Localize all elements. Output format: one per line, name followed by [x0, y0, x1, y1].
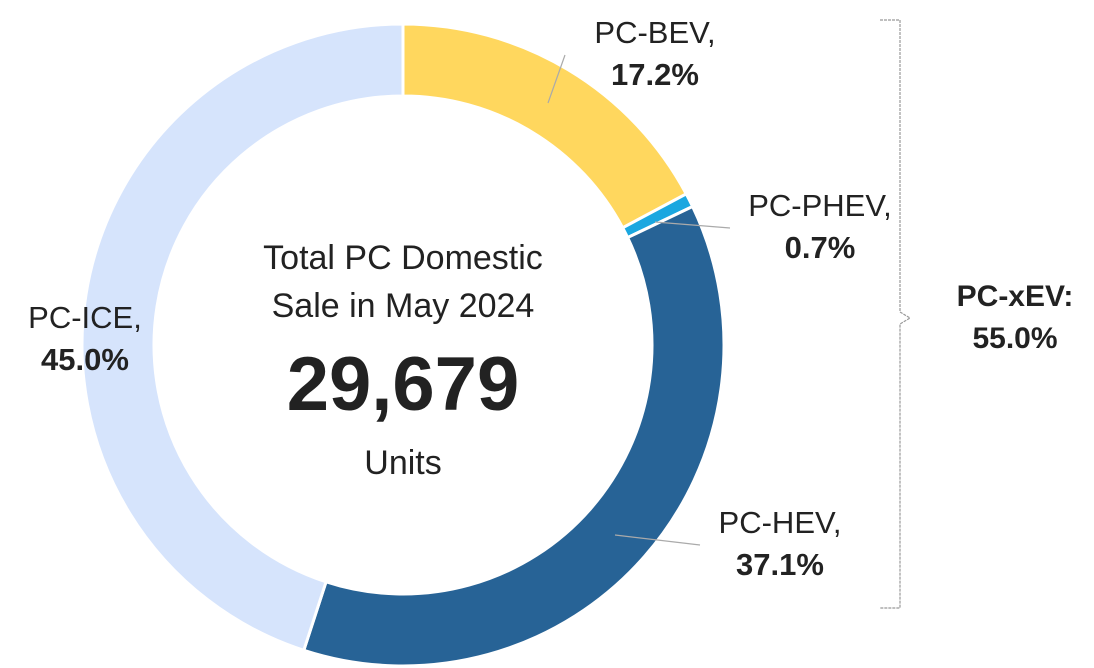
slice-label: PC-HEV, [719, 505, 842, 540]
slice-value: 17.2% [611, 57, 699, 92]
leader-line [654, 221, 731, 229]
center-unit: Units [364, 444, 441, 482]
slice-label: PC-BEV, [594, 15, 715, 50]
bracket-label: PC-xEV: [957, 280, 1074, 313]
leader-line [547, 54, 566, 104]
slice-value: 45.0% [41, 342, 129, 377]
slice-label: PC-ICE, [28, 300, 142, 335]
donut-slice [301, 204, 726, 668]
center-title: Sale in May 2024 [272, 287, 535, 325]
center-value: 29,679 [287, 342, 519, 427]
donut-slice [401, 22, 689, 230]
leader-line [614, 534, 701, 546]
slice-label: PC-PHEV, [748, 188, 892, 223]
center-title: Total PC Domestic [263, 239, 543, 277]
slice-value: 37.1% [736, 547, 824, 582]
leader-lines [547, 54, 731, 546]
bracket [880, 19, 912, 609]
slice-value: 0.7% [785, 230, 856, 265]
bracket-value: 55.0% [972, 322, 1057, 355]
donut-slice [80, 22, 405, 653]
